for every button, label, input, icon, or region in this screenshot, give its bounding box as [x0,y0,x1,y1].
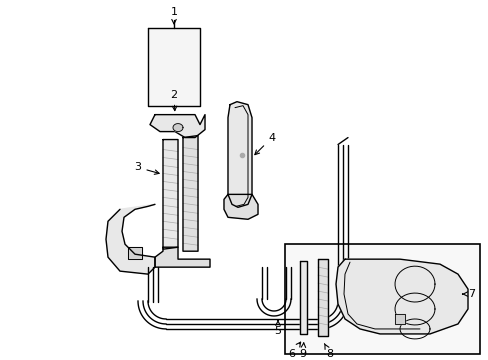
Text: 4: 4 [254,132,275,155]
Text: 3: 3 [134,162,159,174]
Polygon shape [183,136,198,251]
Polygon shape [335,259,467,334]
Text: 1: 1 [170,7,177,24]
Polygon shape [128,247,142,259]
Polygon shape [155,247,209,267]
Text: 6: 6 [288,342,300,359]
Polygon shape [163,140,178,249]
Text: 8: 8 [324,344,333,359]
Text: 9: 9 [299,343,306,359]
Polygon shape [173,123,183,131]
Polygon shape [224,194,258,219]
Polygon shape [148,28,200,106]
Text: 5: 5 [274,320,281,336]
Bar [285,244,479,354]
Polygon shape [317,259,327,336]
Polygon shape [394,314,404,324]
Polygon shape [106,204,155,274]
Polygon shape [150,114,204,138]
Text: 2: 2 [170,90,177,111]
Text: 7: 7 [462,289,475,299]
Polygon shape [227,102,251,207]
Polygon shape [299,261,306,334]
